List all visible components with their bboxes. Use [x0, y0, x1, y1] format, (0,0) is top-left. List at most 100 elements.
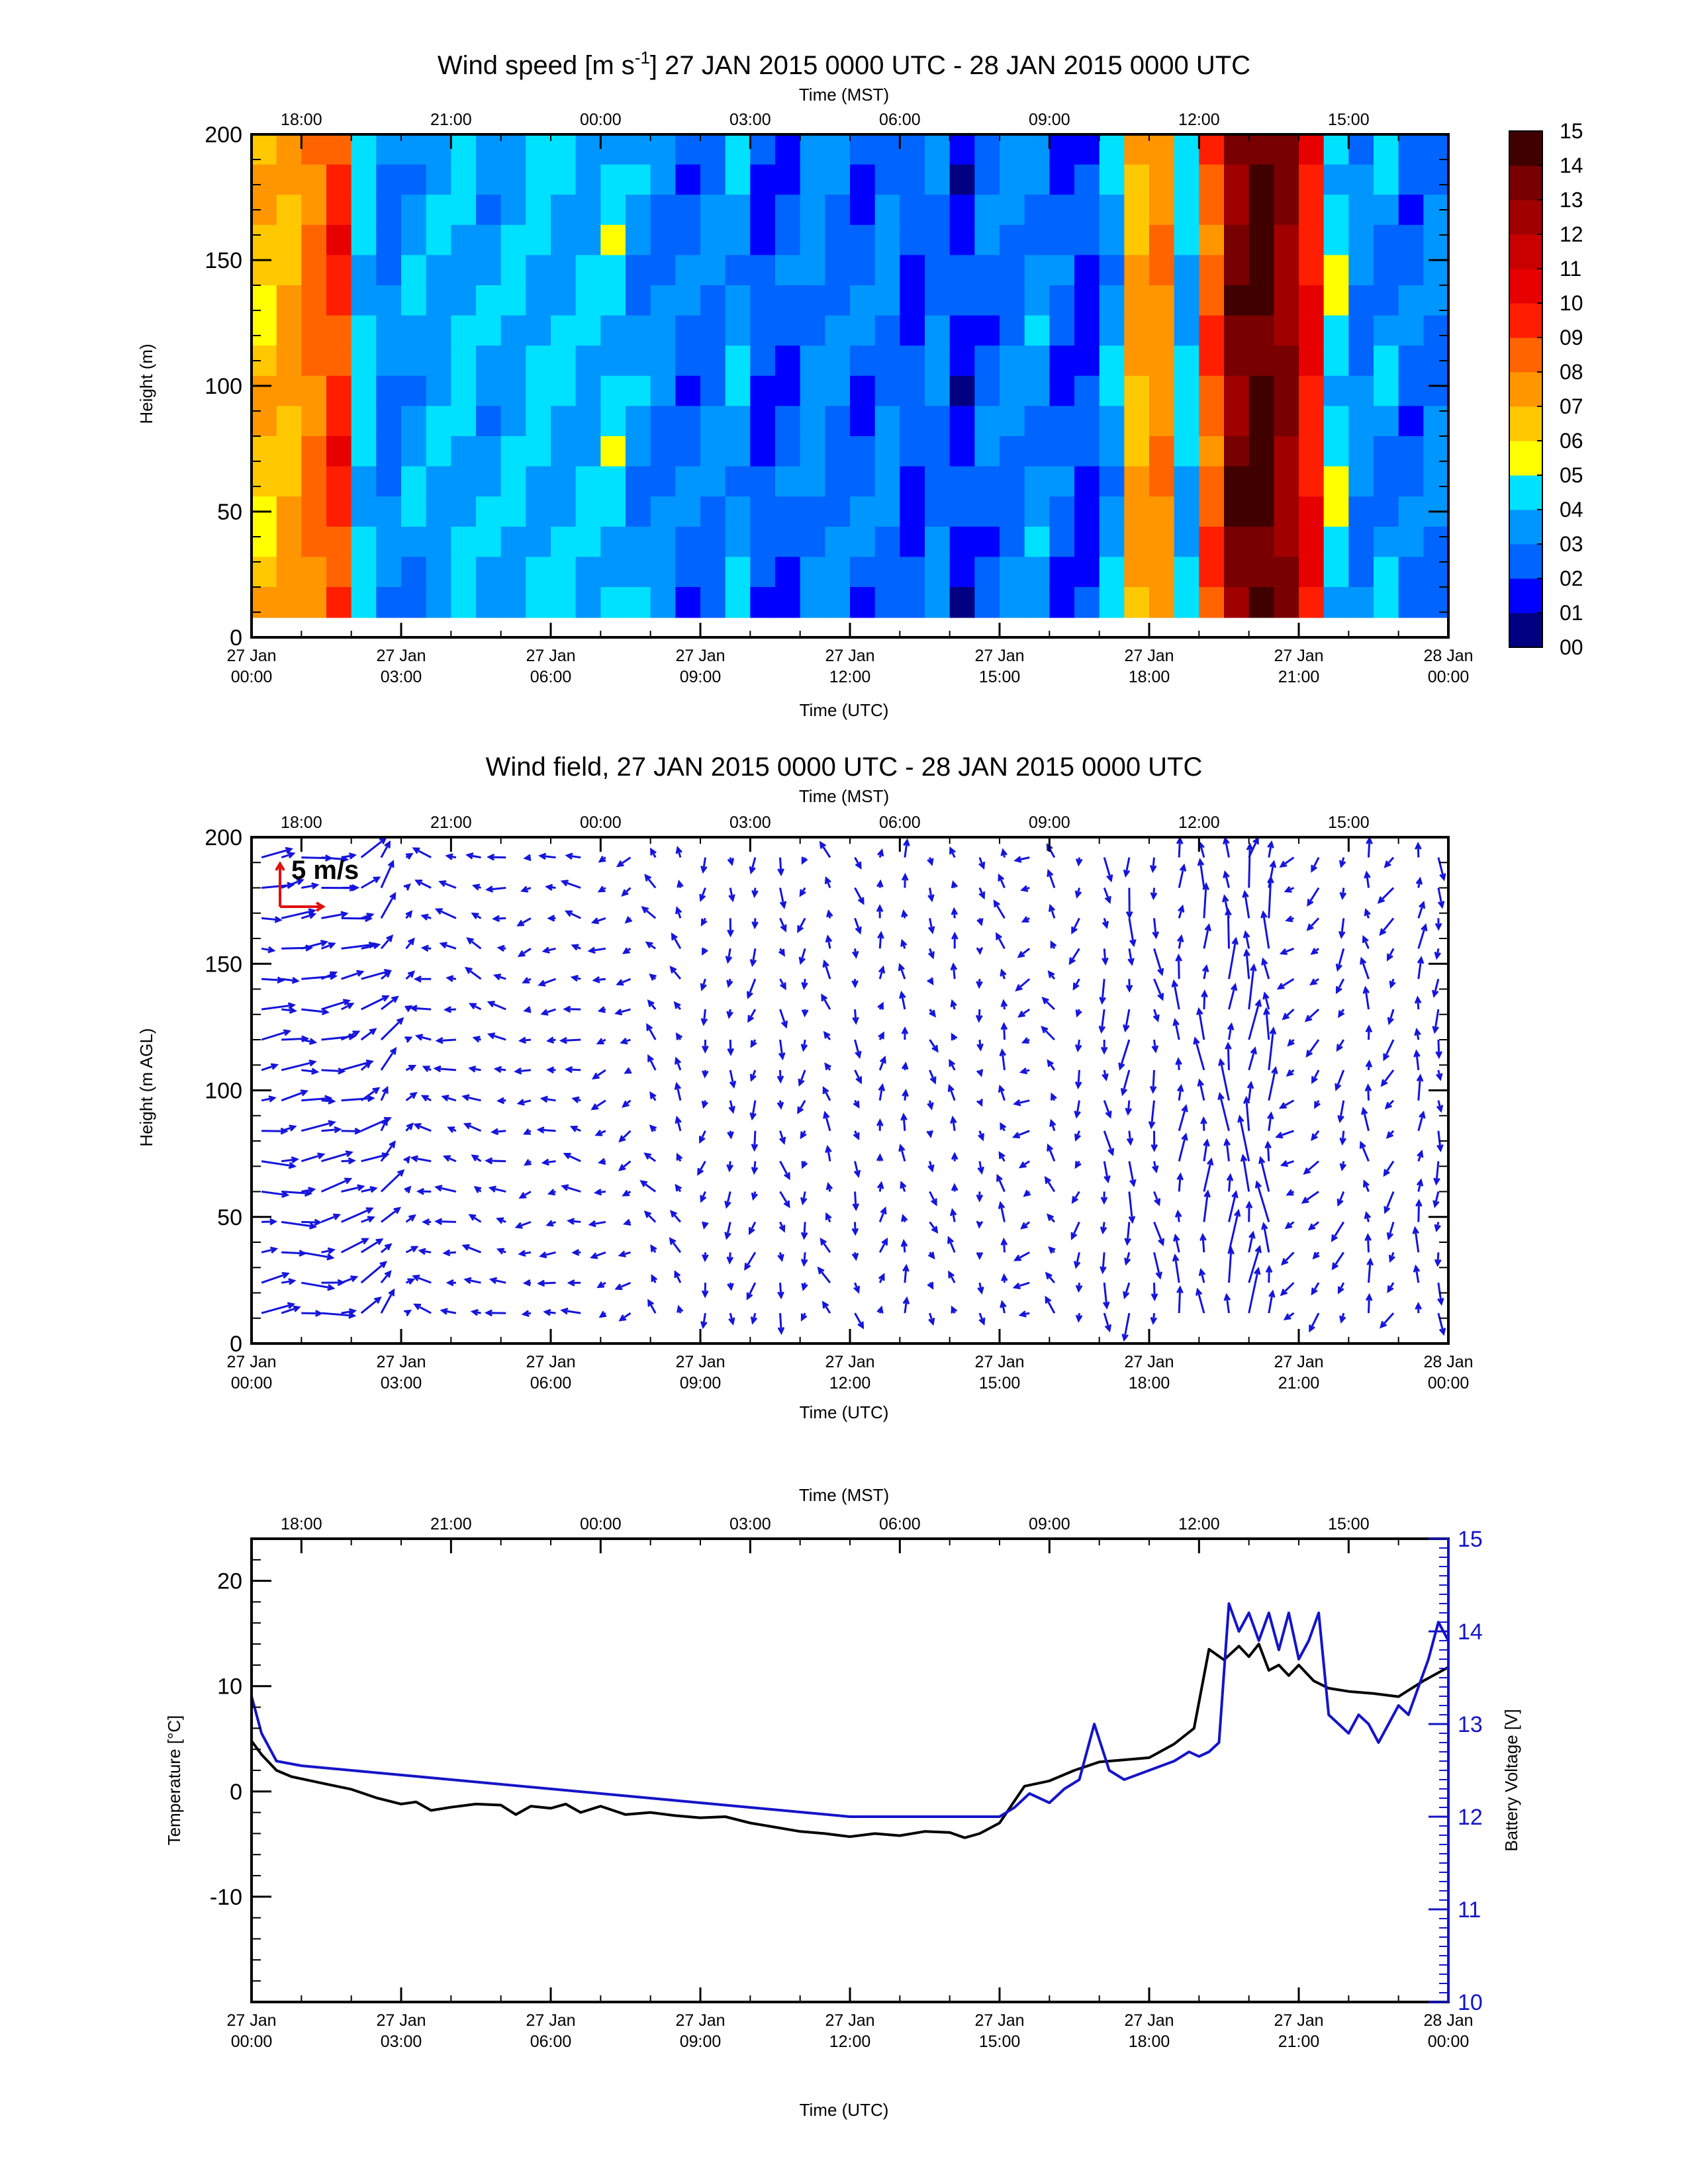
wind-vector	[851, 948, 859, 960]
speed-cell	[750, 224, 776, 256]
wind-vector	[545, 1220, 557, 1227]
speed-cell	[1248, 345, 1275, 377]
speed-cell	[1199, 285, 1225, 316]
wind-vector	[750, 1312, 758, 1325]
wind-vector	[1280, 1160, 1294, 1167]
speed-cell	[476, 345, 502, 377]
wind-vector	[1201, 964, 1209, 979]
speed-cell	[575, 406, 602, 437]
wind-vector	[360, 876, 381, 889]
reference-arrow-north	[275, 861, 285, 907]
y-tick-label: 50	[217, 1205, 242, 1230]
wind-vector	[409, 1005, 432, 1012]
wind-vector	[778, 948, 785, 957]
voltage-tick-label: 15	[1458, 1527, 1483, 1552]
wind-vector	[1434, 1222, 1441, 1232]
speed-cell	[850, 315, 876, 347]
speed-cell	[575, 526, 602, 558]
speed-cell	[850, 345, 876, 377]
wind-vector	[649, 973, 657, 981]
wind-vector	[1152, 918, 1159, 940]
speed-cell	[376, 466, 402, 498]
speed-cell	[476, 557, 502, 588]
speed-cell	[1398, 224, 1425, 256]
wind-vector	[435, 1036, 456, 1044]
speed-cell	[376, 285, 402, 316]
wind-vector	[851, 1222, 859, 1236]
wind-vector	[1203, 1138, 1210, 1161]
speed-cell	[1074, 587, 1100, 618]
speed-cell	[575, 195, 602, 226]
speed-cell	[1074, 526, 1100, 558]
wind-vector	[301, 1310, 324, 1317]
wind-vector	[993, 899, 1006, 919]
speed-cell	[650, 195, 677, 226]
speed-cell	[800, 134, 826, 165]
wind-vector	[434, 908, 457, 919]
wind-vector	[951, 1032, 958, 1041]
wind-vector	[779, 1191, 790, 1208]
speed-cell	[775, 164, 801, 196]
wind-vector	[876, 1305, 884, 1314]
wind-field-vectors	[261, 836, 1446, 1342]
wind-vector	[520, 886, 532, 893]
speed-cell	[626, 496, 651, 527]
wind-vector	[487, 1032, 506, 1041]
speed-cell	[1174, 164, 1200, 196]
speed-cell	[600, 224, 626, 256]
speed-cell	[874, 466, 901, 498]
mst-tick-label: 12:00	[1178, 813, 1220, 832]
wind-vector	[1075, 1283, 1083, 1293]
wind-vector	[1268, 1026, 1277, 1071]
speed-cell	[526, 255, 551, 286]
speed-cell	[700, 164, 726, 196]
speed-cell	[600, 134, 626, 165]
speed-cell	[451, 285, 477, 316]
speed-cell	[276, 224, 303, 256]
speed-cell	[451, 224, 477, 256]
speed-cell	[1274, 195, 1299, 226]
speed-cell	[252, 164, 277, 196]
wind-vector	[779, 978, 786, 991]
wind-speed-heatmap	[252, 134, 1449, 618]
speed-cell	[351, 345, 377, 377]
wind-vector	[403, 1156, 410, 1163]
wind-vector	[823, 1030, 831, 1040]
colorbar-label: 02	[1560, 567, 1583, 590]
wind-vector	[1073, 1251, 1081, 1269]
wind-vector	[420, 1095, 432, 1102]
speed-cell	[850, 134, 876, 165]
speed-cell	[700, 315, 726, 347]
speed-cell	[1124, 406, 1150, 437]
wind-vector	[1306, 917, 1320, 931]
speed-cell	[1374, 526, 1399, 558]
wind-vector	[776, 1069, 784, 1084]
wind-vector	[261, 1271, 290, 1284]
wind-vector	[1020, 1221, 1031, 1230]
speed-cell	[949, 557, 976, 588]
wind-vector	[571, 1249, 581, 1256]
speed-cell	[600, 466, 626, 498]
speed-cell	[426, 195, 452, 226]
wind-vector	[571, 1096, 581, 1104]
speed-cell	[1024, 195, 1051, 226]
wind-vector	[1174, 1209, 1182, 1222]
wind-vector	[727, 1039, 735, 1056]
speed-cell	[874, 345, 901, 377]
utc-tick-label: 27 Jan	[974, 1353, 1024, 1371]
speed-cell	[1299, 195, 1325, 226]
wind-vector	[749, 857, 757, 875]
wind-vector	[825, 1182, 833, 1192]
speed-cell	[775, 195, 801, 226]
wind-vector	[1150, 1130, 1158, 1152]
speed-cell	[252, 466, 277, 498]
wind-vector	[588, 1220, 606, 1228]
wind-vector	[646, 1023, 657, 1040]
wind-vector	[899, 990, 906, 1010]
speed-cell	[1374, 375, 1399, 407]
wind-vector	[1335, 1069, 1345, 1091]
speed-cell	[650, 224, 677, 256]
speed-cell	[276, 285, 303, 316]
wind-vector	[537, 1279, 556, 1287]
speed-cell	[1024, 406, 1051, 437]
